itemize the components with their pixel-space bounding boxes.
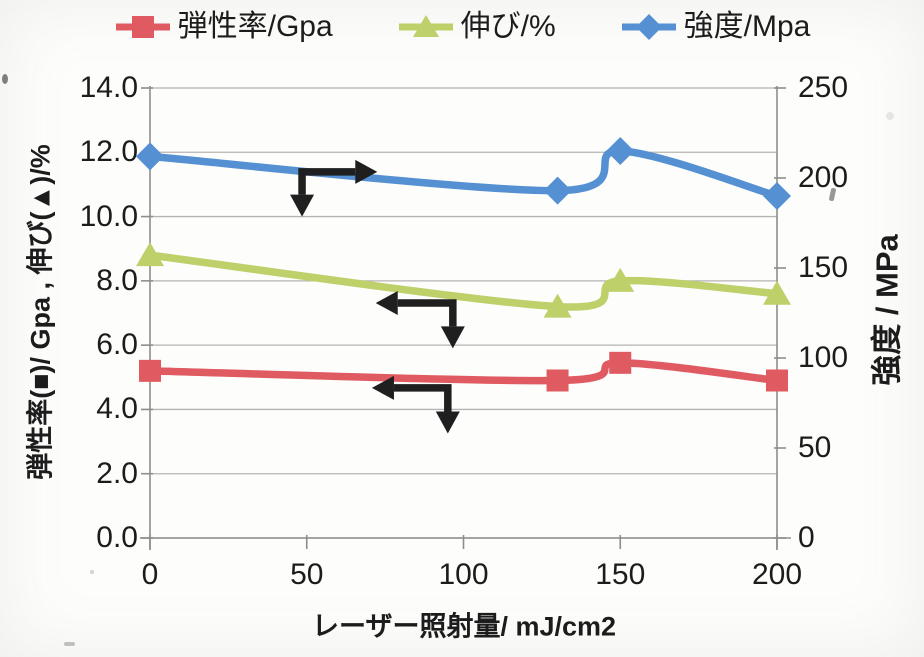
y-left-tick-label: 2.0 [96,456,138,490]
legend-label: 弾性率/Gpa [177,10,333,43]
x-tick-label: 50 [290,558,324,591]
x-axis-title: レーザー照射量/ mJ/cm2 [311,611,617,642]
legend-item-elastic-modulus: 弾性率/Gpa [114,10,333,44]
y-left-tick-label: 8.0 [96,263,138,297]
y-left-tick-label: 4.0 [96,392,138,426]
legend-label: 伸び/% [460,10,556,43]
x-tick-label: 200 [751,558,803,591]
scan-speckle [64,642,75,646]
x-tick-label: 0 [141,558,159,591]
y-right-tick-label: 200 [798,161,849,194]
y-left-tick-label: 10.0 [79,199,138,233]
triangle-marker-icon [397,10,455,44]
y-right-tick-label: 50 [798,431,832,464]
legend-item-elongation: 伸び/% [397,10,556,44]
legend-item-strength: 強度/Mpa [620,10,811,44]
y-right-tick-label: 150 [798,251,849,284]
x-tick-label: 100 [438,558,489,591]
legend-label: 強度/Mpa [683,10,811,43]
scan-speckle [2,74,8,84]
y-right-tick-label: 100 [798,341,849,374]
x-tick-label: 150 [595,558,646,591]
scan-speckle [886,112,894,120]
y-right-tick-label: 250 [798,71,849,104]
y-left-tick-label: 14.0 [79,71,138,104]
square-marker-icon [114,10,172,44]
diamond-marker-icon [620,10,678,44]
y-left-tick-label: 12.0 [79,135,138,169]
chart-legend: 弾性率/Gpa 伸び/% 強度/Mpa [0,4,924,50]
y-right-tick-label: 0 [798,521,815,554]
scan-speckle [90,570,94,574]
y-left-tick-label: 6.0 [96,328,138,362]
y-left-tick-label: 0.0 [96,521,138,554]
